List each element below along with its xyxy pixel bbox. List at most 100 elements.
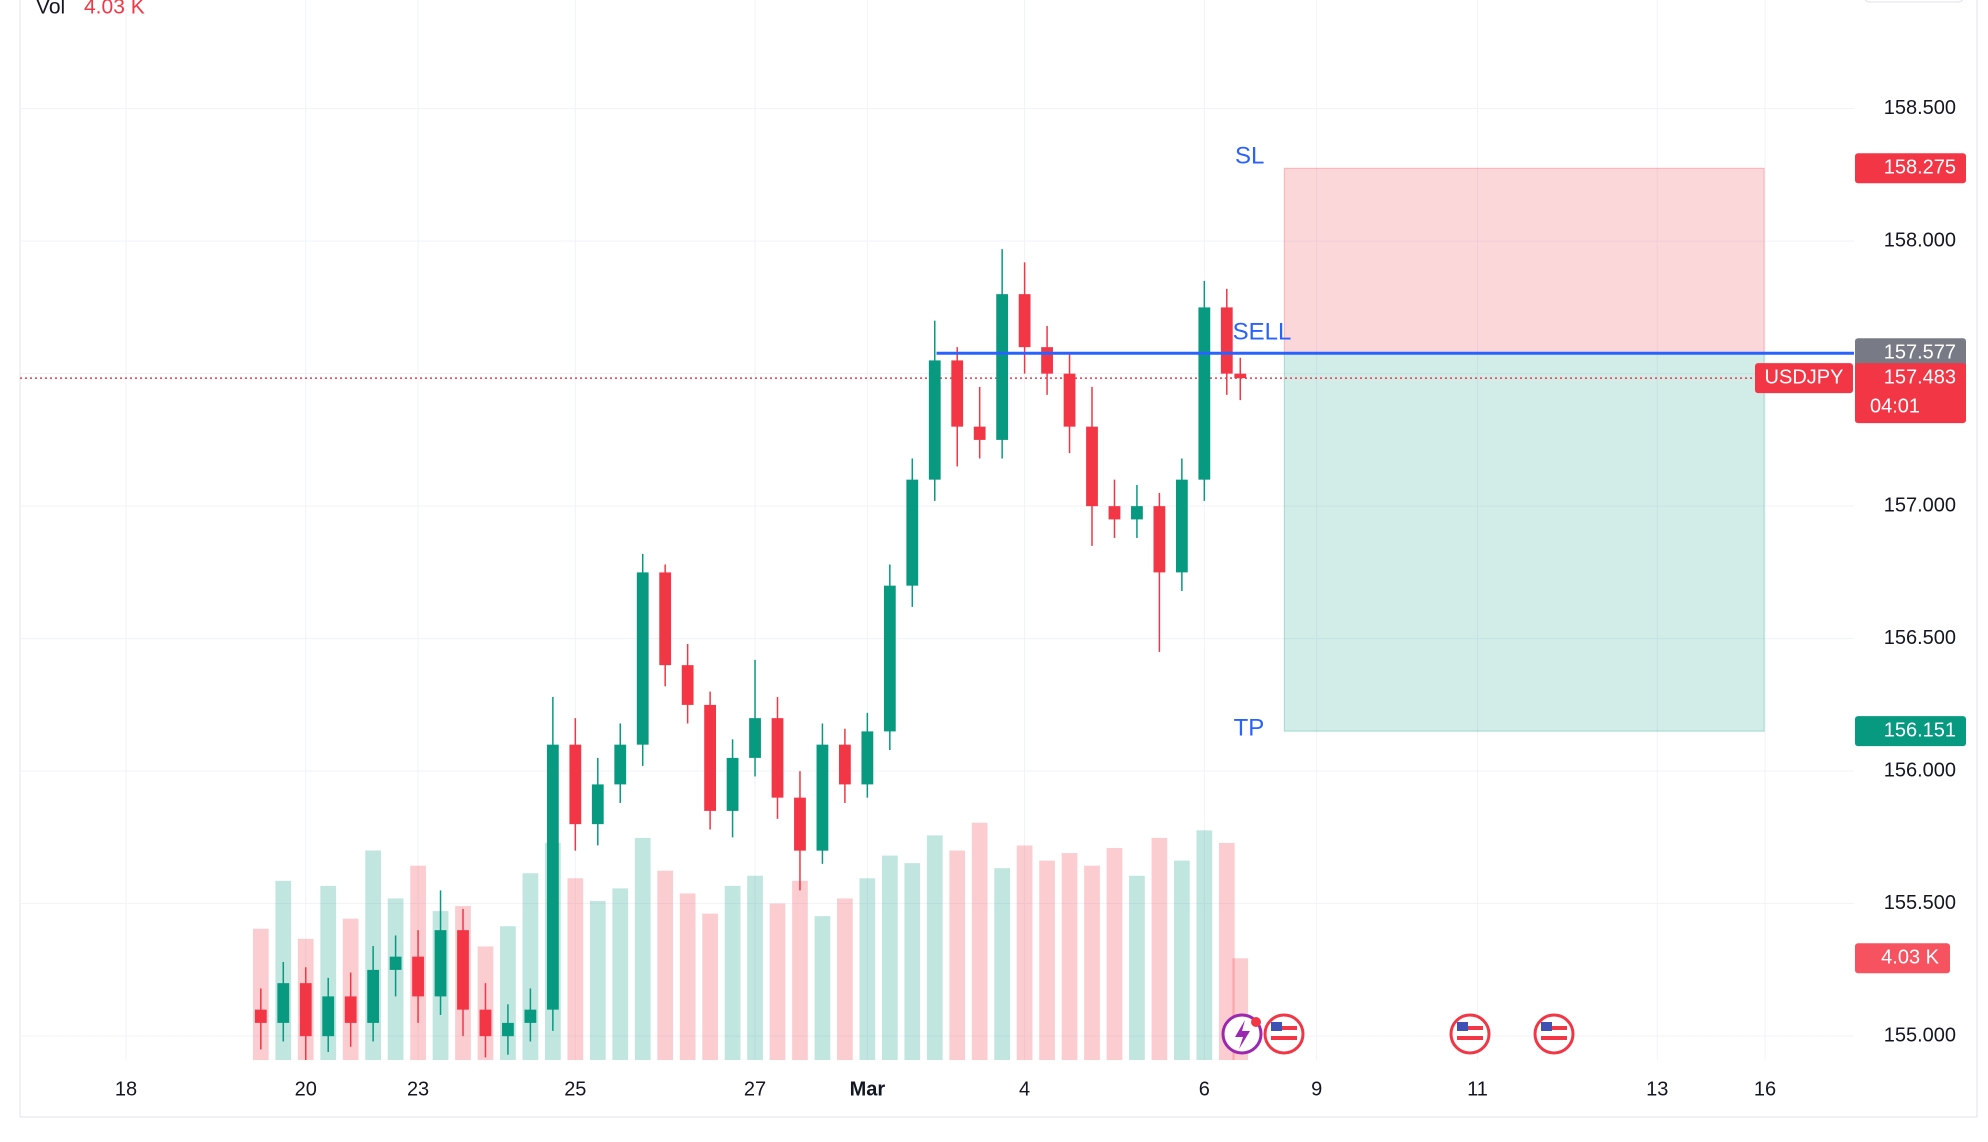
volume-bar	[1061, 853, 1078, 1060]
volume-bar	[792, 880, 808, 1060]
candle-body	[502, 1022, 514, 1037]
flag-canton	[1457, 1022, 1468, 1031]
candle-body	[277, 983, 290, 1023]
candle-body	[434, 930, 447, 997]
candle-body	[344, 996, 357, 1023]
volume-bar	[724, 885, 741, 1060]
volume-bar	[657, 870, 674, 1060]
candle-body	[1131, 506, 1143, 520]
candle-body	[996, 294, 1009, 440]
event-flag[interactable]	[1263, 1013, 1305, 1055]
volume-bar	[1151, 837, 1168, 1060]
symbol-box	[1755, 363, 1853, 394]
grid	[20, 0, 1854, 1060]
x-tick-label: 27	[744, 1078, 766, 1100]
candle-body	[861, 731, 874, 785]
entry-price-value: 157.577	[1884, 342, 1956, 364]
volume-bar	[769, 903, 786, 1060]
flag-canton	[1271, 1022, 1282, 1031]
x-tick-label: Mar	[850, 1078, 886, 1100]
flag-ring	[1263, 1013, 1305, 1055]
y-tick-label: 156.500	[1884, 627, 1956, 649]
x-tick-label: 6	[1199, 1078, 1210, 1100]
y-tick-label: 158.000	[1884, 229, 1956, 251]
candle-body	[546, 744, 559, 1010]
volume-bar	[1129, 875, 1145, 1060]
entry-price-box	[1855, 338, 1966, 369]
y-tick-label: 157.000	[1884, 494, 1956, 516]
flag-stripe	[1541, 1036, 1567, 1040]
volume-bar	[881, 855, 898, 1060]
candle-body	[412, 956, 424, 997]
volume-bar	[567, 878, 584, 1060]
flag-ring	[1533, 1013, 1575, 1055]
volume-bar	[702, 913, 718, 1060]
volume-price-label: 4.03 K	[1881, 947, 1939, 969]
candle-body	[322, 996, 335, 1037]
candle-body	[1198, 307, 1211, 480]
x-tick-label: 23	[407, 1078, 429, 1100]
candle-body	[1108, 506, 1121, 520]
volume-bar	[926, 835, 943, 1060]
event-bolt	[1235, 1020, 1250, 1049]
candle-body	[681, 665, 694, 705]
flag-stripe	[1271, 1036, 1297, 1040]
candle-body	[704, 704, 717, 811]
stop-zone	[1283, 167, 1765, 354]
candle-body	[883, 585, 896, 732]
candle-body	[749, 718, 761, 758]
current-price-value: 157.483	[1884, 366, 1956, 388]
volume-bar	[1084, 865, 1100, 1060]
candle-body	[299, 983, 312, 1037]
volume-bar	[1039, 860, 1055, 1060]
target-price-box	[1855, 716, 1966, 747]
y-tick-label: 156.000	[1884, 759, 1956, 781]
candle-body	[771, 718, 784, 798]
candle-body	[816, 744, 829, 851]
flag-stripe	[1457, 1036, 1483, 1040]
x-tick-label: 18	[115, 1078, 137, 1100]
candle-body	[1041, 347, 1053, 374]
volume-bar	[859, 878, 876, 1060]
plot-area	[20, 167, 1854, 1060]
event-icons	[1221, 1013, 1575, 1055]
candle-body	[591, 784, 604, 825]
volume-bar	[949, 850, 966, 1060]
volume-bar	[634, 837, 651, 1060]
stop-label: SL	[1235, 143, 1264, 170]
event-flag[interactable]	[1533, 1013, 1575, 1055]
target-zone	[1283, 352, 1765, 732]
countdown: 04:01	[1870, 395, 1920, 417]
candle-body	[479, 1009, 492, 1037]
candle-body	[1153, 506, 1166, 573]
volume-bar	[837, 898, 853, 1060]
candle-body	[838, 744, 851, 785]
y-tick-label: 158.500	[1884, 97, 1956, 119]
target-label: TP	[1234, 714, 1265, 741]
event-flag[interactable]	[1449, 1013, 1491, 1055]
target-price-value: 156.151	[1884, 719, 1956, 741]
candle-body	[1086, 426, 1098, 507]
volume-bar	[1218, 842, 1235, 1060]
current-price-box	[1855, 363, 1966, 424]
candle-body	[1175, 479, 1188, 573]
y-tick-label: 155.500	[1884, 892, 1956, 914]
candle-body	[794, 797, 806, 851]
candle-body	[367, 969, 380, 1023]
x-tick-label: 13	[1646, 1078, 1668, 1100]
volume-bar	[679, 893, 696, 1060]
volume-bar	[904, 863, 921, 1060]
x-tick-label: 20	[295, 1078, 317, 1100]
candle-body	[569, 744, 582, 825]
symbol-label: USDJPY	[1765, 366, 1844, 388]
flag-stripe	[1271, 1026, 1297, 1030]
legend-box	[1864, 0, 1964, 3]
volume-bar	[1106, 848, 1123, 1060]
candle-body	[906, 479, 919, 586]
candle-body	[951, 360, 964, 427]
candle-body	[973, 426, 986, 440]
x-tick-label: 4	[1019, 1078, 1030, 1100]
